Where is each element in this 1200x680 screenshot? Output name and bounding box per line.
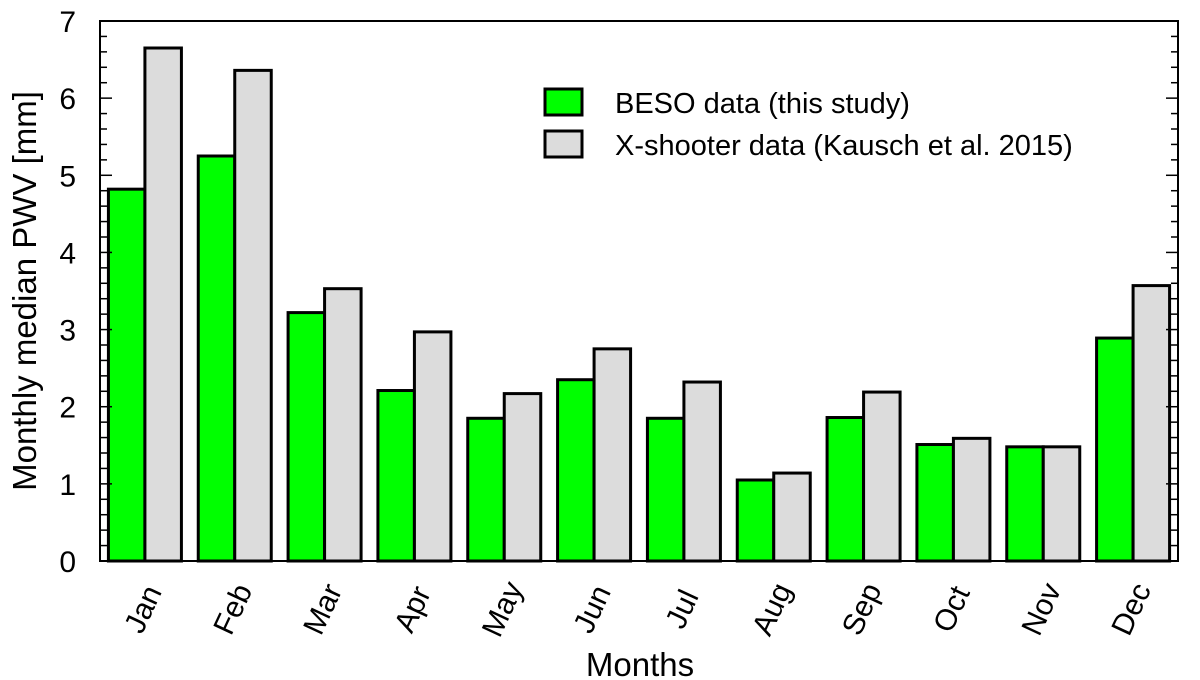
x-tick-label-apr: Apr [388, 581, 438, 637]
bar-beso-jan [106, 187, 147, 563]
x-tick-label-oct: Oct [927, 581, 977, 638]
bar-beso-nov [1005, 445, 1045, 563]
bar-beso-dec [1095, 336, 1135, 563]
legend-swatch-beso [543, 87, 584, 117]
y-tick-label: 6 [59, 83, 76, 116]
axis-ticks [100, 20, 1178, 562]
bar-xshooter-jul [682, 380, 722, 563]
x-tick-label-feb: Feb [207, 579, 259, 640]
legend-label-beso: BESO data (this study) [615, 88, 910, 120]
x-tick-label-mar: Mar [297, 579, 349, 640]
x-tick-label-dec: Dec [1105, 578, 1157, 640]
bar-beso-feb [196, 154, 237, 563]
legend-swatch-xshooter [543, 129, 584, 159]
bar-xshooter-jun [592, 347, 633, 563]
bar-xshooter-may [502, 392, 543, 563]
y-tick-label: 7 [59, 6, 76, 39]
bar-xshooter-apr [412, 330, 453, 563]
y-tick-label: 0 [59, 546, 76, 579]
y-tick-label: 1 [59, 469, 76, 502]
bar-beso-oct [915, 443, 955, 563]
bar-xshooter-dec [1131, 284, 1172, 563]
bar-xshooter-jan [143, 46, 183, 563]
bar-beso-sep [825, 416, 866, 563]
legend-label-xshooter: X-shooter data (Kausch et al. 2015) [615, 130, 1073, 162]
x-tick-label-nov: Nov [1016, 578, 1068, 640]
x-tick-label-sep: Sep [836, 578, 888, 640]
bar-beso-mar [286, 311, 327, 563]
x-tick-labels: Jan Feb Mar Apr May Jun Jul Aug Sep Oct Nov Dec [118, 577, 1158, 642]
y-axis-title: Monthly median PWV [mm] [6, 91, 43, 491]
x-tick-label-aug: Aug [746, 578, 798, 640]
bar-xshooter-mar [323, 287, 363, 563]
bar-beso-jun [556, 378, 596, 563]
bar-xshooter-oct [951, 436, 992, 563]
bar-beso-may [466, 416, 506, 563]
bar-xshooter-aug [772, 471, 812, 563]
y-tick-label: 2 [59, 392, 76, 425]
y-tick-labels: 0 1 2 3 4 5 6 7 [59, 6, 76, 579]
bar-beso-jul [645, 416, 686, 563]
y-tick-label: 3 [59, 315, 76, 348]
y-tick-label: 4 [59, 237, 76, 270]
x-tick-label-jun: Jun [567, 580, 617, 638]
x-tick-label-may: May [476, 577, 530, 642]
x-axis-title: Months [586, 646, 694, 680]
bar-xshooter-feb [233, 68, 273, 563]
plot-frame [99, 20, 1179, 562]
bars-group [106, 46, 1172, 563]
bar-xshooter-sep [862, 390, 902, 563]
bar-beso-apr [376, 389, 416, 563]
x-tick-label-jan: Jan [118, 580, 168, 638]
x-tick-label-jul: Jul [659, 585, 705, 634]
y-tick-label: 5 [59, 160, 76, 193]
legend: BESO data (this study) X-shooter data (Ka… [543, 87, 1073, 162]
bar-beso-aug [735, 478, 776, 563]
bar-xshooter-nov [1041, 445, 1082, 563]
